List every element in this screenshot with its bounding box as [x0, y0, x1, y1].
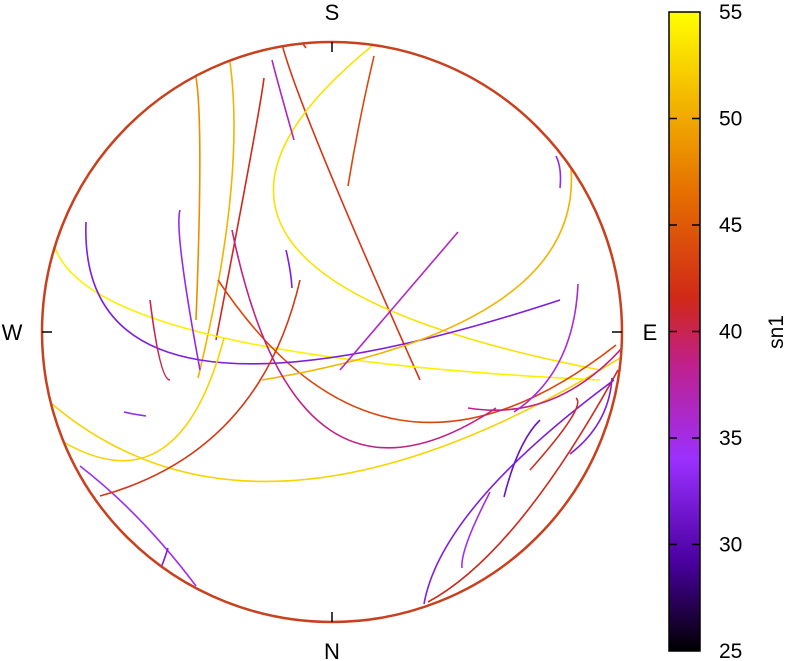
colorbar-tick-label: 25: [719, 640, 742, 661]
direction-right-label: E: [643, 320, 658, 345]
arc-a22: [503, 419, 541, 498]
arc-a16: [423, 379, 615, 605]
arc-a10: [261, 167, 573, 381]
colorbar-label: sn1: [765, 315, 788, 349]
arc-a26: [569, 377, 613, 455]
colorbar-tick-label: 35: [719, 427, 742, 450]
colorbar-tick-label: 40: [719, 321, 742, 344]
direction-top-label: S: [325, 0, 340, 25]
colorbar-ticks: 55 50 45 40 35 30 25: [669, 1, 742, 661]
arc-a19: [149, 299, 171, 381]
colorbar-tick-label: 30: [719, 534, 742, 557]
direction-left-label: W: [2, 320, 23, 345]
arc-a2: [51, 354, 622, 483]
arc-a1: [177, 62, 201, 321]
arc-a3: [197, 61, 235, 379]
arc-a12: [99, 279, 301, 497]
arc-a27: [555, 155, 562, 189]
arc-a25: [513, 283, 579, 413]
great-circle-arcs: [50, 42, 622, 605]
arc-a21: [178, 209, 201, 371]
colorbar-tick-label: 50: [719, 108, 742, 131]
arc-a23: [529, 397, 579, 471]
arc-a9: [85, 221, 561, 365]
arc-a18: [231, 229, 497, 449]
colorbar-tick-label: 45: [719, 214, 742, 237]
direction-bottom-label: N: [324, 639, 340, 661]
arc-a20: [271, 59, 295, 141]
arc-a17: [347, 55, 375, 187]
colorbar-tick-label: 55: [719, 1, 742, 24]
arc-a13: [59, 337, 225, 462]
arc-a6: [272, 45, 601, 371]
arc-a14: [467, 347, 622, 412]
compass-ticks: [42, 42, 622, 622]
arc-a24: [339, 231, 459, 371]
arc-a15: [427, 369, 619, 603]
arc-a7: [50, 129, 601, 381]
arc-a29: [123, 411, 147, 417]
arc-a28: [285, 249, 293, 289]
arc-a11: [79, 465, 197, 587]
arc-a31: [461, 491, 491, 569]
arc-a5: [278, 42, 421, 381]
arc-a4: [215, 77, 265, 341]
